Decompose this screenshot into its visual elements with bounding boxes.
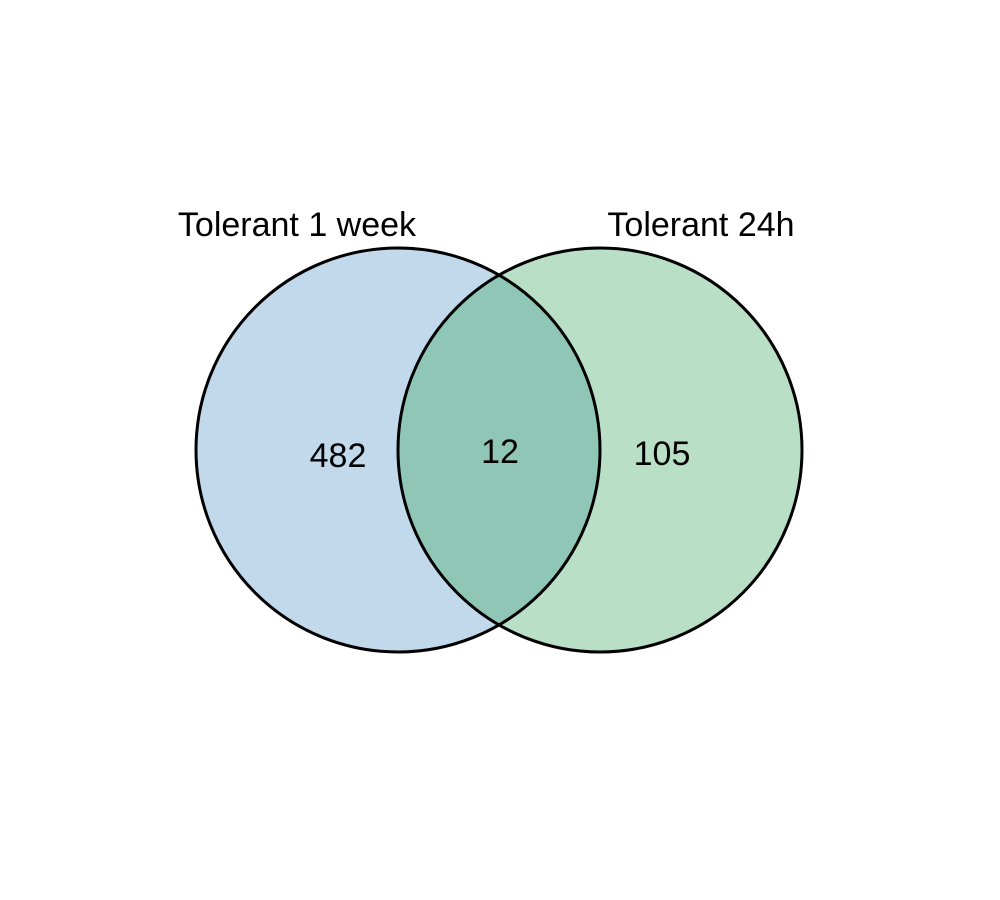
count-left-only: 482 [310,437,367,475]
set-label-right: Tolerant 24h [607,206,794,244]
count-right-only: 105 [634,435,691,473]
intersection-region [398,248,600,652]
set-outline-right [396,246,804,654]
set-label-left: Tolerant 1 week [178,206,417,244]
set-outline-left [194,246,602,654]
count-intersection: 12 [481,433,519,471]
